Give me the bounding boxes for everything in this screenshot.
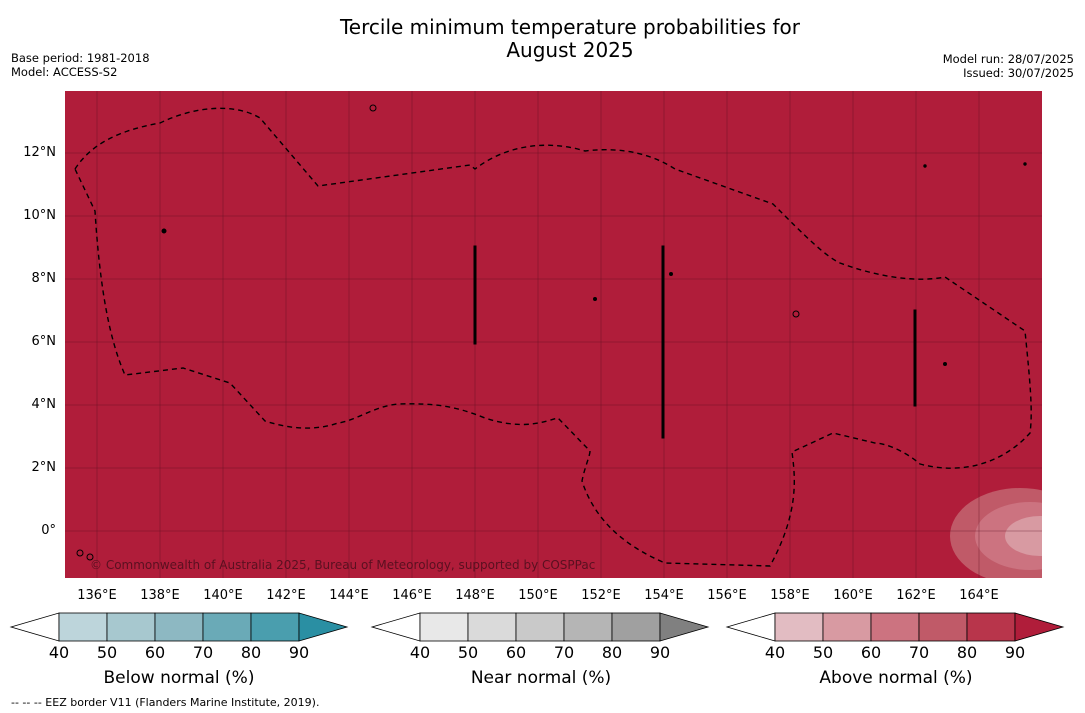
lon-label: 136°E (77, 588, 117, 603)
cbar-below-segment (106, 612, 156, 642)
cbar-above-max-arrow (1014, 612, 1065, 642)
map-title-line2: August 2025 (506, 38, 634, 62)
lon-label: 158°E (770, 588, 810, 603)
cbar-above-tick: 90 (1004, 643, 1026, 662)
lon-label: 156°E (707, 588, 747, 603)
lat-label: 8°N (31, 271, 57, 286)
eez-border (74, 107, 1032, 567)
cbar-below-tick: 70 (192, 643, 214, 662)
copyright-notice: © Commonwealth of Australia 2025, Bureau… (90, 558, 596, 572)
cbar-above-segment (870, 612, 920, 642)
cbar-above-tick: 60 (860, 643, 882, 662)
cbar-above-tick: 40 (764, 643, 786, 662)
cbar-near-tick: 50 (457, 643, 479, 662)
cbar-above-min-arrow (725, 612, 776, 642)
cbar-near-tick: 60 (505, 643, 527, 662)
lat-label: 6°N (31, 334, 57, 349)
cbar-below-segment (58, 612, 108, 642)
lon-label: 150°E (518, 588, 558, 603)
cbar-below-segment (250, 612, 300, 642)
cbar-below-tick: 90 (288, 643, 310, 662)
cbar-below-segment (154, 612, 204, 642)
lat-label: 2°N (31, 460, 57, 475)
cbar-near-tick: 80 (601, 643, 623, 662)
cbar-near-min-arrow (370, 612, 421, 642)
cbar-above-title: Above normal (%) (819, 668, 973, 688)
cbar-below-min-arrow (9, 612, 60, 642)
cbar-above-tick: 70 (908, 643, 930, 662)
map-svg (65, 91, 1042, 578)
lon-label: 154°E (644, 588, 684, 603)
cbar-below-tick: 50 (96, 643, 118, 662)
lon-label: 148°E (455, 588, 495, 603)
cbar-above-segment (822, 612, 872, 642)
cbar-near-segment (419, 612, 469, 642)
cbar-below-tick: 40 (48, 643, 70, 662)
lon-label: 144°E (329, 588, 369, 603)
lat-label: 0° (41, 523, 56, 538)
cbar-above-segment (966, 612, 1016, 642)
probability-map: © Commonwealth of Australia 2025, Bureau… (65, 91, 1042, 578)
lon-label: 164°E (959, 588, 999, 603)
cbar-near-title: Near normal (%) (470, 668, 612, 688)
cbar-above-segment (774, 612, 824, 642)
model-run: Model run: 28/07/2025 (942, 52, 1074, 66)
cbar-near-segment (515, 612, 565, 642)
probability-contours (950, 488, 1042, 578)
lon-label: 162°E (896, 588, 936, 603)
cbar-below-tick: 60 (144, 643, 166, 662)
cbar-near-segment (467, 612, 517, 642)
cbar-below-segment (202, 612, 252, 642)
lon-label: 142°E (266, 588, 306, 603)
issued-date: Issued: 30/07/2025 (963, 66, 1074, 80)
cbar-near-max-arrow (659, 612, 710, 642)
lon-label: 152°E (581, 588, 621, 603)
cbar-near-tick: 40 (409, 643, 431, 662)
cbar-below-title: Below normal (%) (103, 668, 255, 688)
lon-label: 140°E (203, 588, 243, 603)
lon-label: 146°E (392, 588, 432, 603)
lat-label: 4°N (31, 397, 57, 412)
cbar-above-tick: 80 (956, 643, 978, 662)
colorbars (9, 612, 1065, 642)
cbar-above-segment (918, 612, 968, 642)
lon-label: 138°E (140, 588, 180, 603)
island-markers (76, 104, 1027, 561)
model-name: Model: ACCESS-S2 (11, 65, 118, 79)
eez-footnote: -- -- -- EEZ border V11 (Flanders Marine… (11, 696, 320, 709)
lon-label: 160°E (833, 588, 873, 603)
cbar-near-tick: 90 (649, 643, 671, 662)
cbar-near-segment (563, 612, 613, 642)
base-period: Base period: 1981-2018 (11, 51, 150, 65)
cbar-above-tick: 50 (812, 643, 834, 662)
cbar-below-max-arrow (298, 612, 349, 642)
lat-label: 12°N (23, 145, 56, 160)
map-title-line1: Tercile minimum temperature probabilitie… (339, 15, 801, 39)
graticule (65, 91, 1042, 578)
lat-label: 10°N (23, 208, 56, 223)
cbar-near-segment (611, 612, 661, 642)
cbar-below-tick: 80 (240, 643, 262, 662)
cbar-near-tick: 70 (553, 643, 575, 662)
